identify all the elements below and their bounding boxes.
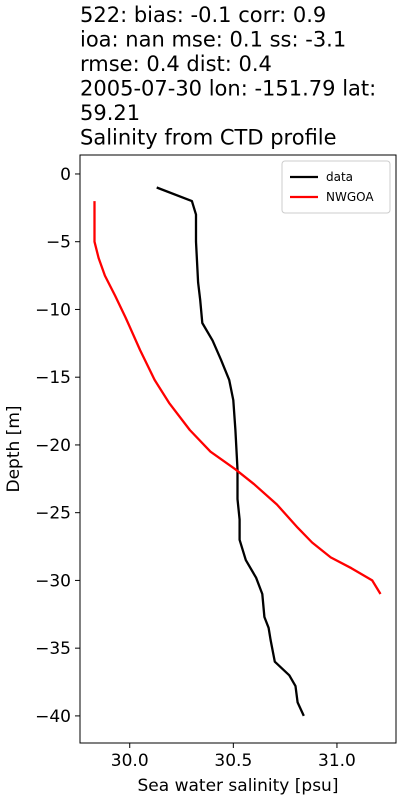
x-tick-label: 30.5 [214,751,252,771]
chart-title: 522: bias: -0.1 corr: 0.9 [80,3,326,27]
x-tick-label: 30.0 [111,751,149,771]
chart-title: 59.21 [80,101,140,125]
chart-title: Salinity from CTD profile [80,126,337,150]
axes-frame [79,154,397,744]
y-tick-label: −25 [35,504,71,524]
y-tick-label: −10 [35,300,71,320]
y-tick-label: −40 [35,707,71,727]
series-line [93,201,382,595]
legend-label: data [326,170,353,184]
chart-title: 2005-07-30 lon: -151.79 lat: [80,77,376,101]
x-tick-label: 31.0 [318,751,356,771]
series-line [156,186,305,717]
chart-title: ioa: nan mse: 0.1 ss: -3.1 [80,28,346,52]
y-tick-label: 0 [60,165,71,185]
chart-title: rmse: 0.4 dist: 0.4 [80,52,272,76]
legend-label: NWGOA [326,190,374,204]
y-tick-label: −35 [35,639,71,659]
legend-box [281,160,391,214]
y-tick-label: −30 [35,571,71,591]
x-axis-label: Sea water salinity [psu] [138,776,339,796]
y-tick-label: −5 [46,233,71,253]
y-axis-label: Depth [m] [4,405,24,492]
y-tick-label: −15 [35,368,71,388]
y-tick-label: −20 [35,436,71,456]
